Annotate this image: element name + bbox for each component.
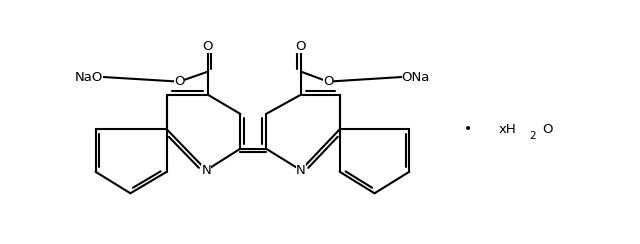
Text: N: N xyxy=(202,164,211,177)
Text: 2: 2 xyxy=(529,131,536,141)
Text: O: O xyxy=(323,75,333,88)
Text: xH: xH xyxy=(499,123,516,136)
Text: NaO: NaO xyxy=(75,71,103,83)
Text: O: O xyxy=(203,40,213,53)
Text: ONa: ONa xyxy=(402,71,430,83)
Text: •: • xyxy=(463,122,472,136)
Text: N: N xyxy=(296,164,306,177)
Text: O: O xyxy=(296,40,306,53)
Text: O: O xyxy=(542,123,553,136)
Text: O: O xyxy=(174,75,184,88)
